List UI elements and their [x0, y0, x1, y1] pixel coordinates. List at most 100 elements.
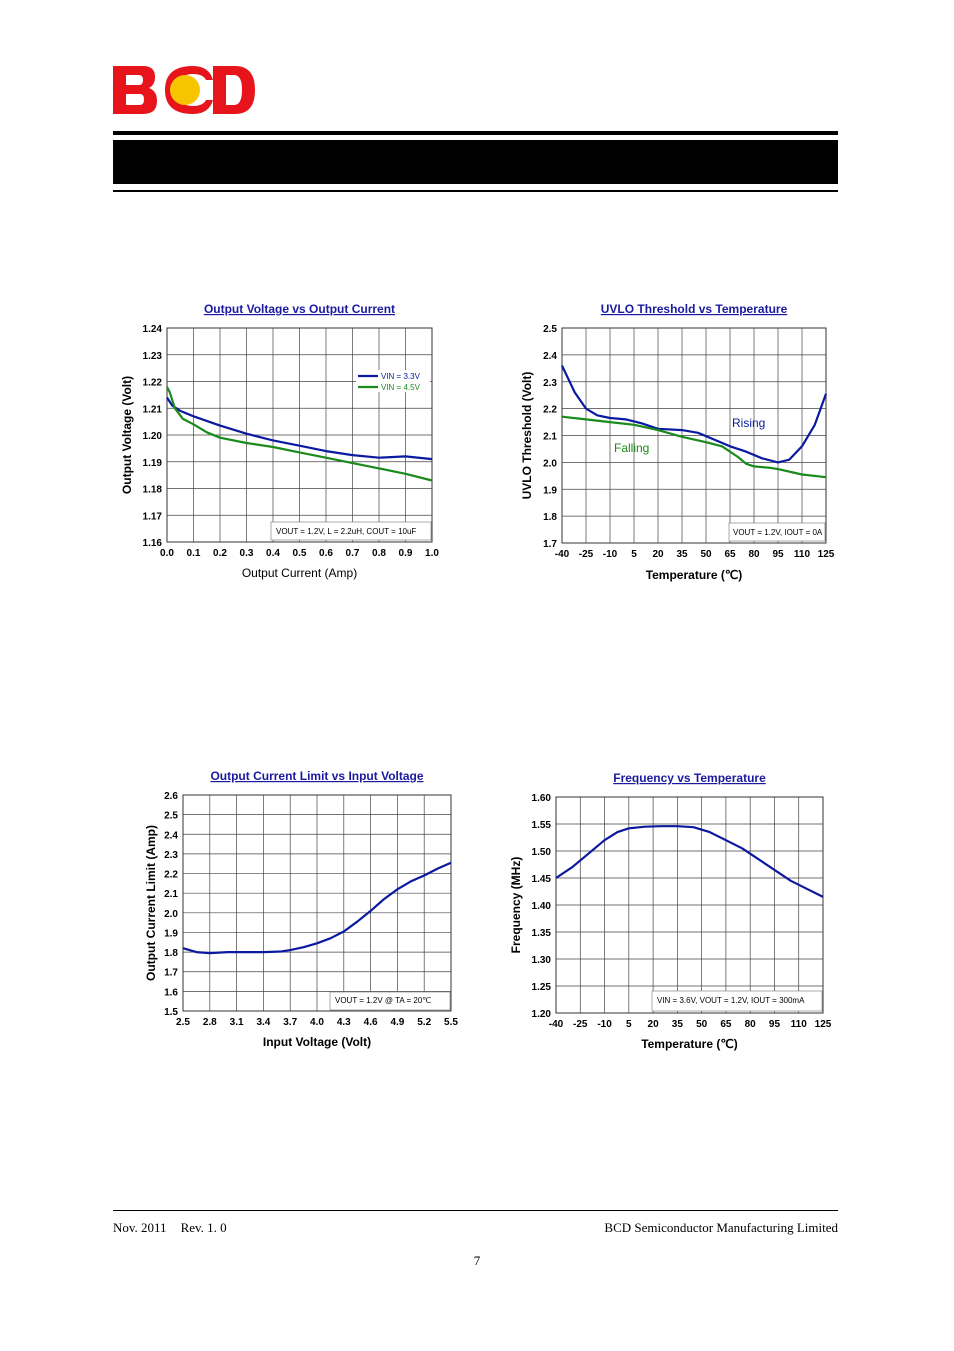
chart-3-xtick-label: -25: [573, 1019, 588, 1030]
chart-3-title: Frequency vs Temperature: [613, 771, 766, 785]
chart-3-ytick-label: 1.30: [532, 955, 552, 966]
chart-0-xtick-label: 0.3: [240, 548, 254, 559]
chart-2-xtick-label: 3.4: [256, 1017, 270, 1028]
chart-1-ylabel: UVLO Threshold (Volt): [520, 372, 534, 500]
company-logo: [113, 66, 255, 114]
header-rule-top: [113, 131, 838, 135]
chart-0-condition-box: [270, 521, 432, 541]
chart-2-xtick-label: 4.3: [337, 1017, 351, 1028]
chart-0-xtick-label: 0.4: [266, 548, 280, 559]
chart-2-ytick-label: 2.6: [164, 791, 178, 802]
chart-0-plot-area: [166, 327, 433, 543]
chart-0-xtick-label: 0.1: [187, 548, 201, 559]
chart-0-ytick-label: 1.16: [143, 538, 163, 549]
chart-0-xtick-label: 1.0: [425, 548, 439, 559]
chart-2-plot-area: [182, 794, 452, 1012]
chart-0-xtick-label: 0.6: [319, 548, 333, 559]
logo-dot: [170, 75, 200, 105]
chart-0-legend-label: VIN = 4.5V: [381, 383, 421, 392]
chart-0-series-vin-4-5v: [166, 386, 433, 482]
chart-1-series-rising: [561, 365, 828, 464]
chart-3-plot-area: [555, 796, 824, 1014]
chart-2-xtick-label: 3.7: [283, 1017, 297, 1028]
chart-3-ytick-label: 1.40: [532, 901, 552, 912]
chart-1-plot-area: [561, 327, 827, 544]
chart-1-ytick-label: 2.5: [543, 324, 557, 335]
chart-0-xlabel: Output Current (Amp): [242, 566, 357, 580]
chart-2-title: Output Current Limit vs Input Voltage: [210, 769, 423, 783]
chart-1-ytick-label: 2.4: [543, 351, 557, 362]
chart-1-condition-box: [728, 522, 826, 542]
chart-3-xtick-label: -40: [549, 1019, 564, 1030]
chart-2-ylabel: Output Current Limit (Amp): [144, 825, 158, 981]
chart-0-legend-bg: [356, 370, 430, 381]
chart-1-xtick-label: -10: [603, 549, 618, 560]
chart-0-ytick-label: 1.19: [143, 458, 163, 469]
chart-3-xtick-label: 80: [745, 1019, 757, 1030]
chart-2-ytick-label: 2.3: [164, 850, 178, 861]
header-title-bar: [113, 140, 838, 184]
chart-0-ytick-label: 1.20: [143, 431, 163, 442]
chart-0-ytick-label: 1.22: [143, 378, 163, 389]
chart-3-xtick-label: 5: [626, 1019, 632, 1030]
chart-3-ylabel: Frequency (MHz): [509, 857, 523, 954]
chart-1-xtick-label: 50: [700, 549, 712, 560]
chart-2-ytick-label: 2.2: [164, 870, 178, 881]
chart-3-ytick-label: 1.25: [532, 982, 552, 993]
chart-1-condition-text: VOUT = 1.2V, IOUT = 0A: [733, 528, 823, 537]
chart-1-ytick-label: 2.1: [543, 432, 557, 443]
chart-2-condition-text: VOUT = 1.2V @ TA = 20℃: [335, 996, 431, 1005]
footer-revision: Rev. 1. 0: [180, 1220, 227, 1235]
chart-3-condition-box: [651, 990, 823, 1012]
chart-2-xtick-label: 2.5: [176, 1017, 190, 1028]
footer-date: Nov. 2011: [113, 1220, 167, 1235]
chart-1-xtick-label: 65: [724, 549, 736, 560]
chart-3-ytick-label: 1.50: [532, 847, 552, 858]
chart-1-ytick-label: 2.2: [543, 405, 557, 416]
chart-1-xtick-label: 80: [748, 549, 760, 560]
chart-3-ytick-label: 1.55: [532, 820, 552, 831]
chart-1-annotation-falling: Falling: [614, 441, 649, 455]
chart-1-xtick-label: 35: [676, 549, 688, 560]
chart-0-title: Output Voltage vs Output Current: [204, 302, 395, 316]
footer-date-revision: Nov. 2011 Rev. 1. 0: [113, 1220, 227, 1236]
chart-2-ytick-label: 2.0: [164, 909, 178, 920]
chart-2-xlabel: Input Voltage (Volt): [263, 1035, 371, 1049]
chart-0-condition-text: VOUT = 1.2V, L = 2.2uH, COUT = 10uF: [276, 527, 416, 536]
chart-1-xtick-label: 95: [772, 549, 784, 560]
chart-1-ytick-label: 2.0: [543, 458, 557, 469]
chart-0-ytick-label: 1.18: [143, 485, 163, 496]
chart-2-ytick-label: 1.5: [164, 1007, 178, 1018]
chart-1-ytick-label: 1.8: [543, 512, 557, 523]
chart-3-xtick-label: 35: [672, 1019, 684, 1030]
chart-1-ytick-label: 2.3: [543, 378, 557, 389]
chart-0-xtick-label: 0.5: [293, 548, 307, 559]
chart-1-xtick-label: 125: [818, 549, 835, 560]
chart-2-condition-box: [329, 991, 451, 1011]
page-number: 7: [473, 1253, 481, 1268]
chart-3-xtick-label: 125: [815, 1019, 832, 1030]
chart-3-xtick-label: 95: [769, 1019, 781, 1030]
chart-1-xtick-label: 110: [794, 549, 811, 560]
chart-3-ytick-label: 1.20: [532, 1009, 552, 1020]
chart-0-legend-bg: [356, 381, 430, 392]
chart-0-xtick-label: 0.9: [399, 548, 413, 559]
chart-0-xtick-label: 0.7: [346, 548, 360, 559]
chart-2-xtick-label: 4.0: [310, 1017, 324, 1028]
chart-3-xtick-label: 20: [648, 1019, 660, 1030]
chart-3-condition-text: VIN = 3.6V, VOUT = 1.2V, IOUT = 300mA: [657, 996, 805, 1005]
chart-0-legend-label: VIN = 3.3V: [381, 372, 421, 381]
chart-3-series-line: [555, 825, 824, 898]
chart-1-xtick-label: 20: [652, 549, 664, 560]
chart-1-ytick-label: 1.7: [543, 539, 557, 550]
chart-2-xtick-label: 4.9: [390, 1017, 404, 1028]
chart-1-series-falling: [561, 415, 827, 479]
chart-1-annotation-rising: Rising: [732, 416, 765, 430]
chart-2-ytick-label: 2.5: [164, 811, 178, 822]
chart-1-xtick-label: 5: [631, 549, 637, 560]
chart-3-ytick-label: 1.45: [532, 874, 552, 885]
chart-1-xtick-label: -25: [579, 549, 594, 560]
chart-2-xtick-label: 3.1: [230, 1017, 244, 1028]
chart-1-xlabel: Temperature (℃): [646, 568, 743, 582]
